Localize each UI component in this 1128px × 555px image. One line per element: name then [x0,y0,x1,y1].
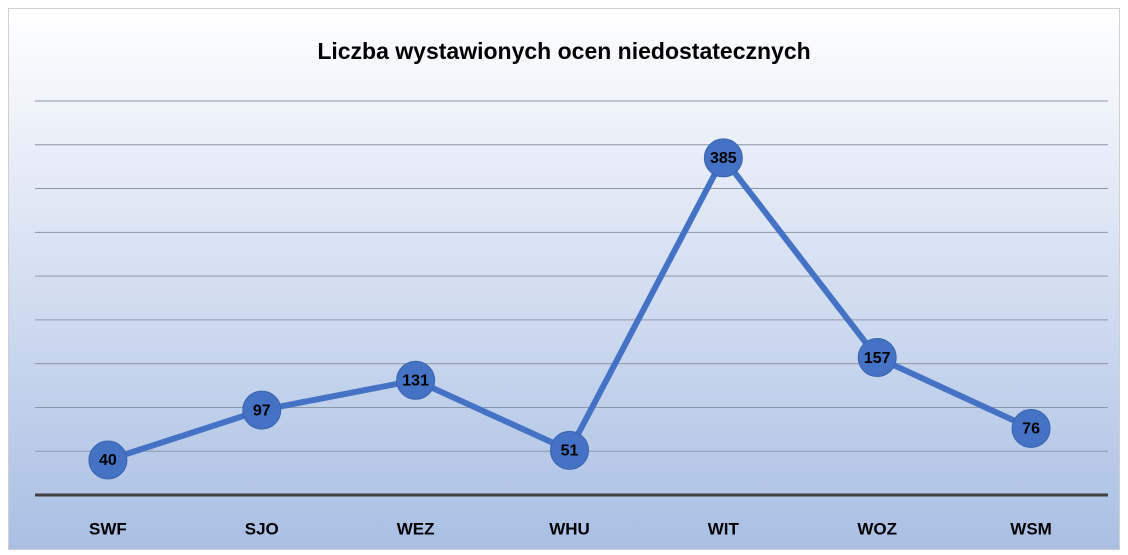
data-label: 157 [864,350,891,367]
x-tick-label: WHU [549,519,590,538]
x-tick-label: WSM [1010,519,1052,538]
marker [396,360,436,400]
marker [242,390,282,430]
x-tick-label: SJO [245,519,279,538]
marker [550,430,589,470]
marker [857,338,897,378]
chart-title: Liczba wystawionych ocen niedostatecznyc… [317,38,810,64]
data-label: 51 [561,443,579,460]
data-label: 131 [402,373,429,390]
x-tick-label: SWF [89,519,127,538]
x-tick-label: WOZ [857,519,897,538]
marker [703,138,743,178]
data-label: 76 [1022,421,1040,438]
marker [88,440,128,480]
x-tick-label: WEZ [397,519,435,538]
data-label: 97 [253,402,271,419]
marker [1011,408,1051,448]
data-label: 385 [710,150,737,167]
data-label: 40 [99,452,117,469]
x-tick-label: WIT [708,519,740,538]
